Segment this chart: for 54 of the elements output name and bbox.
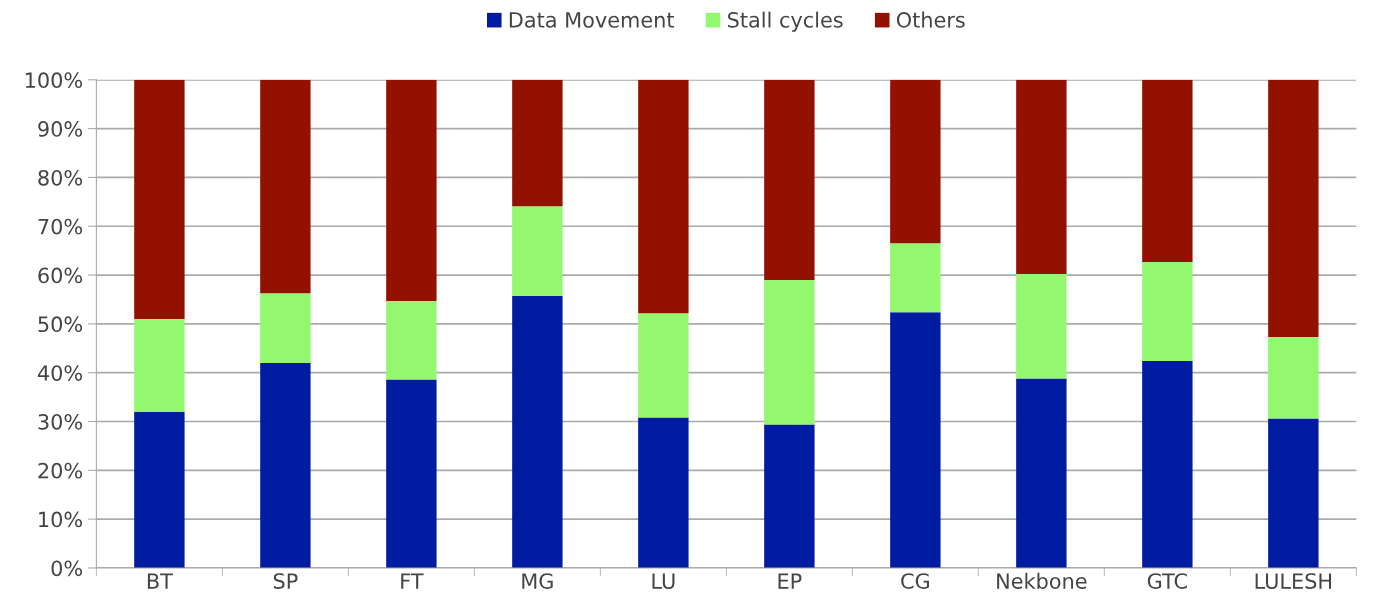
bar: [386, 300, 437, 380]
y-tick-label: 60%: [38, 267, 83, 284]
bar: [638, 79, 689, 314]
bar: [764, 424, 815, 568]
x-tick-label: CG: [901, 573, 929, 589]
bar: [260, 362, 311, 568]
bar: [1142, 261, 1193, 361]
bar: [260, 79, 311, 294]
bar: [1268, 79, 1319, 338]
x-tick-label: SP: [273, 573, 298, 589]
x-tick-label: LU: [652, 573, 675, 589]
bar: [1142, 360, 1193, 568]
bar: [134, 79, 185, 319]
y-tick-label: 10%: [39, 511, 83, 528]
x-tick-label: Nekbone: [997, 572, 1087, 589]
legend-label: Data Movement: [509, 12, 675, 28]
y-tick-label: 90%: [38, 121, 83, 137]
bar: [1268, 337, 1319, 419]
x-tick-label: MG: [522, 573, 553, 589]
bar: [512, 79, 563, 207]
bar: [638, 417, 689, 568]
y-tick-label: 0%: [51, 560, 83, 577]
x-tick-label: FT: [401, 573, 424, 589]
bar: [1016, 79, 1067, 275]
y-tick-label: 80%: [38, 169, 83, 186]
y-tick-label: 100%: [25, 72, 83, 89]
bar: [1142, 79, 1193, 262]
y-tick-label: 20%: [38, 462, 83, 479]
bar: [1016, 274, 1067, 379]
bar: [764, 79, 815, 280]
x-tick-label: EP: [778, 573, 802, 589]
x-tick-label: GTC: [1147, 573, 1187, 589]
bar: [134, 319, 185, 412]
bar: [890, 79, 941, 244]
bar: [134, 411, 185, 568]
bar: [512, 206, 563, 297]
bar: [386, 79, 437, 301]
legend-label: Others: [896, 11, 965, 28]
x-tick-label: BT: [147, 573, 173, 589]
y-tick-label: 50%: [38, 316, 83, 333]
y-tick-label: 70%: [38, 218, 83, 235]
y-tick-label: 40%: [37, 365, 83, 381]
legend-label: Stall cycles: [727, 11, 843, 32]
bar: [764, 279, 815, 425]
bar: [1016, 378, 1067, 568]
bar: [890, 312, 941, 568]
bar: [638, 313, 689, 418]
bar: [512, 296, 563, 568]
bar: [386, 379, 437, 568]
x-tick-label: LULESH: [1255, 573, 1332, 589]
y-tick-label: 30%: [38, 413, 83, 430]
bar: [890, 243, 941, 313]
bar: [260, 293, 311, 363]
bar: [1268, 418, 1319, 568]
